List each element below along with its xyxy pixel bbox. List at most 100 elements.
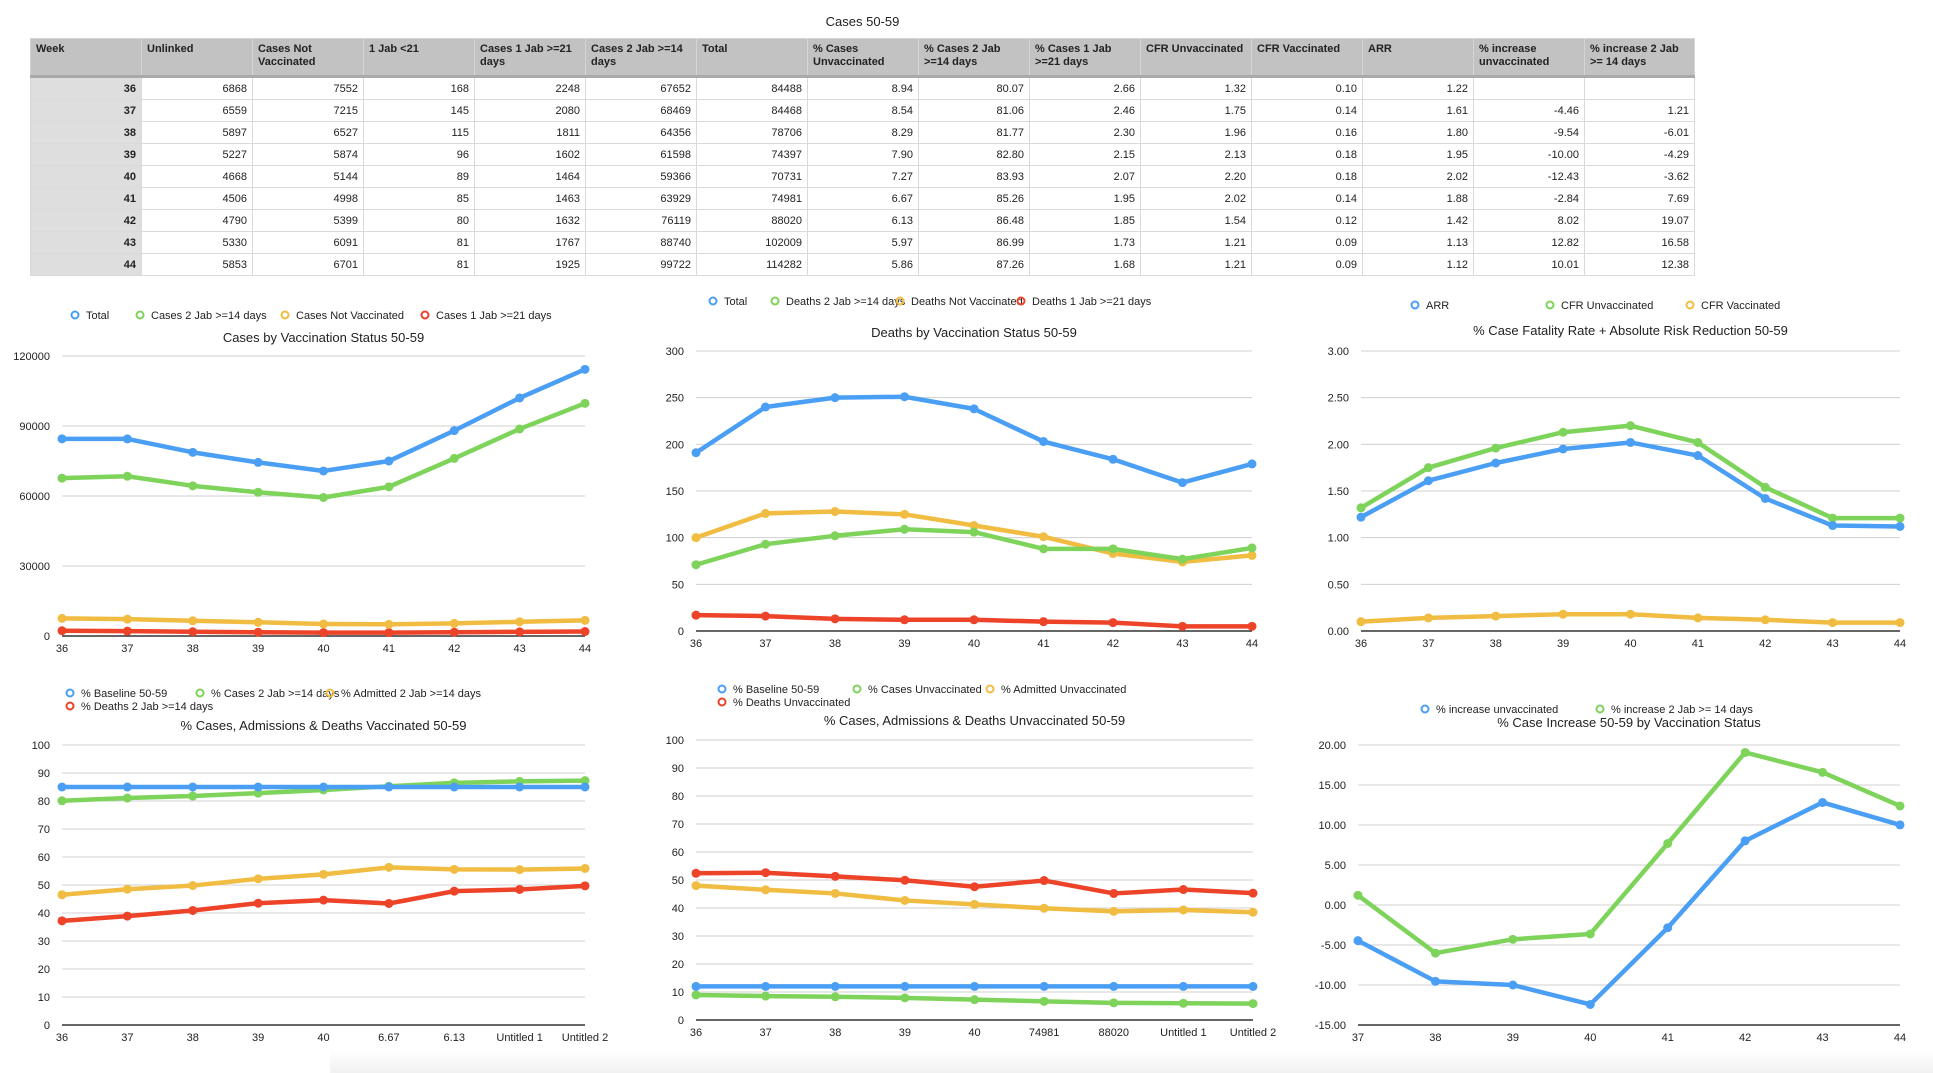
data-point-admitted-unvaccinated[interactable]	[1178, 905, 1188, 915]
legend-marker-admitted-unvaccinated[interactable]	[985, 684, 995, 694]
week-cell[interactable]: 44	[30, 253, 142, 276]
column-header[interactable]: % increase 2 Jab >= 14 days	[1584, 38, 1695, 78]
data-point-baseline-50-59[interactable]	[1109, 981, 1119, 991]
table-cell[interactable]: 85.26	[918, 187, 1030, 210]
table-cell[interactable]: 81	[363, 253, 475, 276]
data-point-cases-not-vaccinated[interactable]	[449, 618, 459, 628]
table-cell[interactable]: 7.27	[807, 165, 919, 188]
data-point-increase-2-jab-14-days[interactable]	[1740, 747, 1750, 757]
table-cell[interactable]: 2.02	[1362, 165, 1474, 188]
data-point-admitted-2-jab-14-days[interactable]	[449, 864, 459, 874]
table-cell[interactable]: 6868	[141, 76, 253, 100]
table-cell[interactable]: 8.29	[807, 121, 919, 144]
data-point-cfr-vaccinated[interactable]	[1828, 618, 1838, 628]
data-point-cases-1-jab-21-days[interactable]	[580, 627, 590, 637]
data-point-total[interactable]	[900, 392, 909, 402]
data-point-cfr-unvaccinated[interactable]	[1423, 463, 1433, 473]
table-cell[interactable]: 81	[363, 231, 475, 254]
table-cell[interactable]: 5.86	[807, 253, 919, 276]
series-line-increase-unvaccinated[interactable]	[1355, 800, 1903, 1007]
data-point-deaths-not-vaccinated[interactable]	[761, 508, 770, 518]
data-point-cases-2-jab-14-days[interactable]	[449, 453, 459, 463]
table-cell[interactable]: 80.07	[918, 76, 1030, 100]
table-cell[interactable]: 2.02	[1140, 187, 1252, 210]
data-point-total[interactable]	[449, 426, 459, 436]
week-cell[interactable]: 36	[30, 76, 142, 100]
column-header[interactable]: CFR Vaccinated	[1251, 38, 1363, 78]
data-point-deaths-1-jab-21-days[interactable]	[900, 615, 909, 625]
data-point-deaths-not-vaccinated[interactable]	[1039, 532, 1048, 542]
table-cell[interactable]: 84488	[696, 76, 808, 100]
data-point-cases-not-vaccinated[interactable]	[580, 615, 590, 625]
data-point-deaths-2-jab-14-days[interactable]	[384, 898, 394, 908]
data-point-cases-2-jab-14-days[interactable]	[122, 471, 132, 481]
data-point-cases-1-jab-21-days[interactable]	[57, 626, 67, 636]
table-cell[interactable]: 1463	[474, 187, 586, 210]
data-point-cases-1-jab-21-days[interactable]	[319, 628, 328, 638]
data-point-cases-2-jab-14-days[interactable]	[57, 796, 67, 806]
legend-label[interactable]: Deaths 1 Jab >=21 days	[1032, 296, 1152, 308]
table-cell[interactable]: 1.42	[1362, 209, 1474, 232]
table-cell[interactable]: 88740	[585, 231, 697, 254]
table-cell[interactable]: 85	[363, 187, 475, 210]
table-cell[interactable]: -12.43	[1473, 165, 1585, 188]
data-point-cases-1-jab-21-days[interactable]	[449, 627, 459, 637]
column-header[interactable]: Cases 2 Jab >=14 days	[585, 38, 697, 78]
data-point-cases-unvaccinated[interactable]	[1248, 999, 1258, 1009]
data-point-cfr-unvaccinated[interactable]	[1356, 503, 1366, 513]
data-point-deaths-2-jab-14-days[interactable]	[830, 531, 840, 541]
data-point-cases-not-vaccinated[interactable]	[122, 614, 132, 624]
table-cell[interactable]: 0.14	[1251, 99, 1363, 122]
data-point-total[interactable]	[319, 466, 328, 476]
table-cell[interactable]: 68469	[585, 99, 697, 122]
data-point-baseline-50-59[interactable]	[691, 981, 701, 991]
table-cell[interactable]: 1464	[474, 165, 586, 188]
data-point-admitted-unvaccinated[interactable]	[830, 888, 840, 898]
table-cell[interactable]: 1.32	[1140, 76, 1252, 100]
data-point-cfr-unvaccinated[interactable]	[1558, 427, 1568, 437]
table-cell[interactable]: 1.21	[1140, 231, 1252, 254]
data-point-cases-1-jab-21-days[interactable]	[384, 628, 394, 638]
legend-label[interactable]: Deaths 2 Jab >=14 days	[786, 296, 906, 308]
column-header[interactable]: 1 Jab <21	[363, 38, 475, 78]
data-point-deaths-2-jab-14-days[interactable]	[253, 898, 263, 908]
data-point-increase-2-jab-14-days[interactable]	[1353, 890, 1363, 900]
legend-label[interactable]: % increase unvaccinated	[1436, 704, 1558, 716]
data-point-cfr-unvaccinated[interactable]	[1828, 513, 1838, 523]
legend-marker-baseline-50-59[interactable]	[65, 688, 75, 698]
data-point-cases-2-jab-14-days[interactable]	[188, 791, 198, 801]
data-point-cases-unvaccinated[interactable]	[970, 995, 979, 1005]
data-point-deaths-2-jab-14-days[interactable]	[761, 539, 770, 549]
legend-marker-deaths-2-jab-14-days[interactable]	[770, 296, 780, 306]
data-point-increase-2-jab-14-days[interactable]	[1818, 767, 1828, 777]
data-point-arr[interactable]	[1828, 521, 1838, 531]
data-point-cases-2-jab-14-days[interactable]	[188, 481, 198, 491]
table-cell[interactable]: 6559	[141, 99, 253, 122]
data-point-deaths-2-jab-14-days[interactable]	[188, 905, 198, 915]
data-point-cases-1-jab-21-days[interactable]	[515, 627, 525, 637]
data-point-baseline-50-59[interactable]	[449, 782, 459, 792]
legend-marker-deaths-2-jab-14-days[interactable]	[65, 701, 75, 711]
data-point-admitted-2-jab-14-days[interactable]	[188, 881, 198, 891]
legend-marker-deaths-1-jab-21-days[interactable]	[1016, 296, 1026, 306]
week-cell[interactable]: 41	[30, 187, 142, 210]
data-point-total[interactable]	[1108, 454, 1118, 464]
table-cell[interactable]: 1925	[474, 253, 586, 276]
legend-marker-cases-unvaccinated[interactable]	[852, 684, 862, 694]
data-point-deaths-not-vaccinated[interactable]	[691, 533, 701, 543]
legend-marker-cfr-unvaccinated[interactable]	[1545, 300, 1555, 310]
week-cell[interactable]: 37	[30, 99, 142, 122]
data-point-cfr-vaccinated[interactable]	[1693, 613, 1703, 623]
data-point-total[interactable]	[1178, 478, 1187, 488]
data-point-cases-not-vaccinated[interactable]	[384, 619, 394, 629]
column-header[interactable]: Cases 1 Jab >=21 days	[474, 38, 586, 78]
data-point-increase-unvaccinated[interactable]	[1430, 976, 1440, 986]
data-point-admitted-unvaccinated[interactable]	[761, 885, 771, 895]
table-cell[interactable]: 1.21	[1140, 253, 1252, 276]
data-point-admitted-unvaccinated[interactable]	[900, 895, 910, 905]
table-cell[interactable]: -6.01	[1584, 121, 1695, 144]
table-cell[interactable]	[1473, 76, 1585, 100]
table-cell[interactable]: 88020	[696, 209, 808, 232]
data-point-deaths-not-vaccinated[interactable]	[830, 507, 840, 517]
table-cell[interactable]: 6701	[252, 253, 364, 276]
